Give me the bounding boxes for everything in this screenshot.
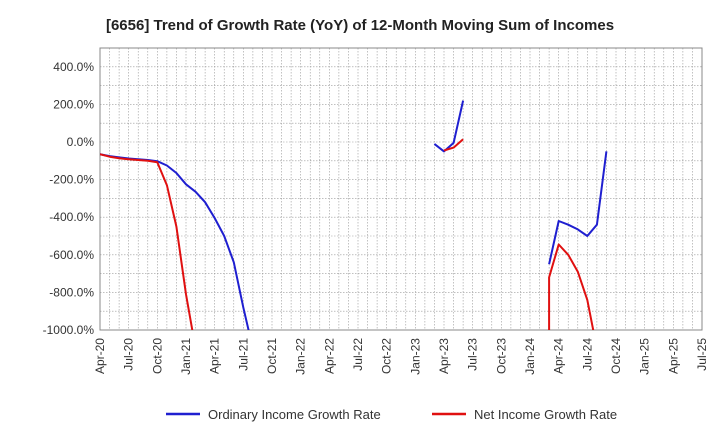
x-tick-label: Apr-20 xyxy=(93,338,107,374)
y-axis: 400.0% 200.0% 0.0% -200.0% -400.0% -600.0% -80… xyxy=(43,60,95,337)
y-tick-label: -400.0% xyxy=(49,210,94,224)
x-tick-label: Apr-22 xyxy=(322,338,336,374)
legend-label: Ordinary Income Growth Rate xyxy=(208,407,381,422)
x-tick-label: Jan-23 xyxy=(408,338,422,375)
series-line-ordinary-income xyxy=(433,100,465,153)
x-axis: Apr-20 Jul-20 Oct-20 Jan-21 Apr-21 Jul-21 Oct-… xyxy=(93,338,709,375)
series-line-net-income xyxy=(100,153,194,330)
x-tick-label: Apr-25 xyxy=(666,338,680,374)
series-lines xyxy=(100,100,608,330)
x-tick-label: Jul-25 xyxy=(695,338,709,371)
x-tick-label: Jul-22 xyxy=(351,338,365,371)
y-tick-label: -800.0% xyxy=(49,285,94,299)
series-line-ordinary-income xyxy=(548,151,608,265)
chart-title: [6656] Trend of Growth Rate (YoY) of 12-… xyxy=(106,17,614,34)
x-tick-label: Apr-23 xyxy=(437,338,451,374)
legend: Ordinary Income Growth Rate Net Income Gr… xyxy=(166,407,617,422)
y-tick-label: 200.0% xyxy=(53,97,94,111)
x-tick-label: Jul-23 xyxy=(466,338,480,371)
gridlines xyxy=(100,48,702,330)
x-tick-label: Jul-20 xyxy=(122,338,136,371)
x-tick-label: Apr-24 xyxy=(552,338,566,374)
y-tick-label: 0.0% xyxy=(67,135,95,149)
x-tick-label: Oct-24 xyxy=(609,338,623,374)
x-tick-label: Jan-21 xyxy=(179,338,193,375)
x-tick-label: Apr-21 xyxy=(208,338,222,374)
y-tick-label: -1000.0% xyxy=(43,323,95,337)
series-line-net-income xyxy=(443,138,464,152)
series-line-net-income xyxy=(548,243,595,330)
x-tick-label: Jul-24 xyxy=(580,338,594,371)
x-tick-label: Oct-23 xyxy=(494,338,508,374)
x-tick-label: Oct-20 xyxy=(150,338,164,374)
x-tick-label: Jan-22 xyxy=(294,338,308,375)
legend-label: Net Income Growth Rate xyxy=(474,407,617,422)
x-tick-label: Jan-25 xyxy=(638,338,652,375)
y-tick-label: -200.0% xyxy=(49,173,94,187)
plot-frame xyxy=(99,47,703,331)
x-tick-label: Oct-21 xyxy=(265,338,279,374)
x-tick-label: Jan-24 xyxy=(523,338,537,375)
y-tick-label: -600.0% xyxy=(49,248,94,262)
x-tick-label: Jul-21 xyxy=(236,338,250,371)
x-tick-label: Oct-22 xyxy=(380,338,394,374)
y-tick-label: 400.0% xyxy=(53,60,94,74)
